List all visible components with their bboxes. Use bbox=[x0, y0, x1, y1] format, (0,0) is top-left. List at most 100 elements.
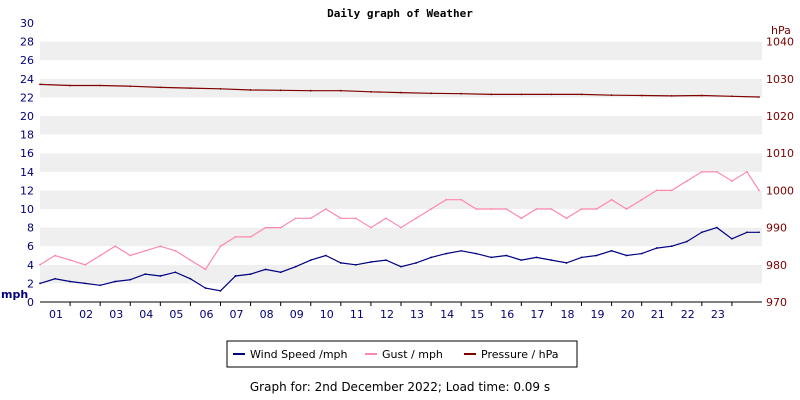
legend-label: Gust / mph bbox=[382, 348, 443, 361]
series-point bbox=[640, 198, 643, 201]
series-point bbox=[700, 170, 703, 173]
series-point bbox=[339, 262, 342, 264]
series-point bbox=[189, 87, 192, 89]
left-tick-label: 4 bbox=[27, 259, 34, 272]
x-tick-label: 20 bbox=[621, 308, 635, 321]
series-point bbox=[144, 273, 147, 275]
series-0 bbox=[39, 226, 760, 292]
series-point bbox=[445, 198, 448, 201]
series-point bbox=[445, 252, 448, 255]
x-tick-label: 22 bbox=[681, 308, 695, 321]
x-tick-label: 11 bbox=[350, 308, 364, 321]
series-point bbox=[685, 240, 688, 243]
series-point bbox=[39, 263, 41, 266]
series-point bbox=[69, 259, 71, 262]
series-point bbox=[700, 94, 703, 97]
series-group bbox=[39, 83, 760, 292]
left-axis-unit: mph bbox=[1, 288, 28, 301]
left-tick-label: 8 bbox=[27, 222, 34, 235]
legend: Wind Speed /mph Gust / mph Pressure / hPa bbox=[226, 340, 578, 368]
x-tick-label: 05 bbox=[169, 308, 183, 321]
series-point bbox=[758, 96, 760, 98]
series-point bbox=[294, 217, 297, 220]
series-point bbox=[99, 284, 102, 287]
series-point bbox=[520, 217, 523, 220]
right-axis-ticks: 970 980 990 1000 1010 1020 1030 1040 bbox=[766, 36, 794, 309]
series-point bbox=[430, 208, 432, 210]
x-tick-label: 19 bbox=[591, 308, 605, 321]
series-point bbox=[505, 208, 508, 210]
grid-band bbox=[40, 41, 762, 61]
series-point bbox=[159, 245, 162, 248]
series-point bbox=[264, 268, 267, 271]
grid-band bbox=[40, 171, 762, 191]
right-tick-label: 1040 bbox=[766, 36, 794, 49]
x-tick-label: 03 bbox=[109, 308, 123, 321]
series-point bbox=[475, 208, 478, 210]
right-tick-label: 1020 bbox=[766, 110, 794, 123]
right-axis-unit: hPa bbox=[771, 24, 791, 37]
series-point bbox=[535, 256, 538, 259]
grid-band bbox=[40, 23, 762, 42]
left-tick-label: 2 bbox=[27, 277, 34, 290]
grid-band bbox=[40, 190, 762, 209]
series-point bbox=[99, 84, 102, 87]
series-1 bbox=[39, 170, 760, 271]
series-point bbox=[715, 170, 718, 173]
series-point bbox=[415, 262, 417, 264]
series-point bbox=[69, 280, 71, 283]
series-point bbox=[746, 231, 748, 234]
x-tick-label: 02 bbox=[79, 308, 93, 321]
x-tick-label: 09 bbox=[290, 308, 304, 321]
series-point bbox=[159, 86, 162, 89]
series-point bbox=[520, 259, 523, 262]
series-point bbox=[385, 259, 387, 262]
grid-band bbox=[40, 60, 762, 79]
series-point bbox=[430, 256, 432, 259]
grid-band bbox=[40, 78, 762, 98]
legend-label: Pressure / hPa bbox=[481, 348, 559, 361]
series-point bbox=[731, 237, 733, 240]
grid-band bbox=[40, 283, 762, 302]
left-tick-label: 22 bbox=[20, 91, 34, 104]
series-point bbox=[400, 265, 402, 268]
series-point bbox=[144, 249, 147, 252]
series-point bbox=[219, 289, 222, 292]
series-point bbox=[294, 265, 297, 268]
series-point bbox=[415, 217, 417, 220]
series-point bbox=[550, 208, 553, 210]
series-point bbox=[84, 263, 87, 266]
left-tick-label: 30 bbox=[20, 17, 34, 30]
left-tick-label: 12 bbox=[20, 184, 34, 197]
series-point bbox=[219, 245, 222, 248]
series-point bbox=[114, 245, 117, 248]
series-point bbox=[354, 263, 357, 266]
chart-title: Daily graph of Weather bbox=[327, 7, 473, 20]
x-tick-label: 07 bbox=[230, 308, 244, 321]
series-point bbox=[595, 254, 598, 257]
series-point bbox=[39, 282, 41, 285]
legend-box bbox=[226, 340, 578, 368]
series-point bbox=[339, 217, 342, 220]
series-point bbox=[174, 271, 177, 274]
x-tick-label: 18 bbox=[560, 308, 574, 321]
grid-band bbox=[40, 116, 762, 135]
series-point bbox=[370, 226, 372, 229]
series-point bbox=[565, 262, 568, 264]
series-point bbox=[460, 92, 463, 95]
series-point bbox=[54, 277, 56, 280]
series-point bbox=[565, 217, 568, 220]
right-tick-label: 990 bbox=[766, 222, 787, 235]
series-point bbox=[731, 95, 733, 98]
series-point bbox=[84, 282, 87, 285]
grid-band bbox=[40, 97, 762, 116]
series-point bbox=[354, 217, 357, 220]
left-tick-label: 24 bbox=[20, 73, 34, 86]
series-point bbox=[715, 226, 718, 229]
series-point bbox=[309, 259, 312, 262]
series-point bbox=[129, 85, 132, 88]
series-point bbox=[490, 256, 493, 259]
series-point bbox=[279, 226, 282, 229]
x-tick-label: 08 bbox=[260, 308, 274, 321]
